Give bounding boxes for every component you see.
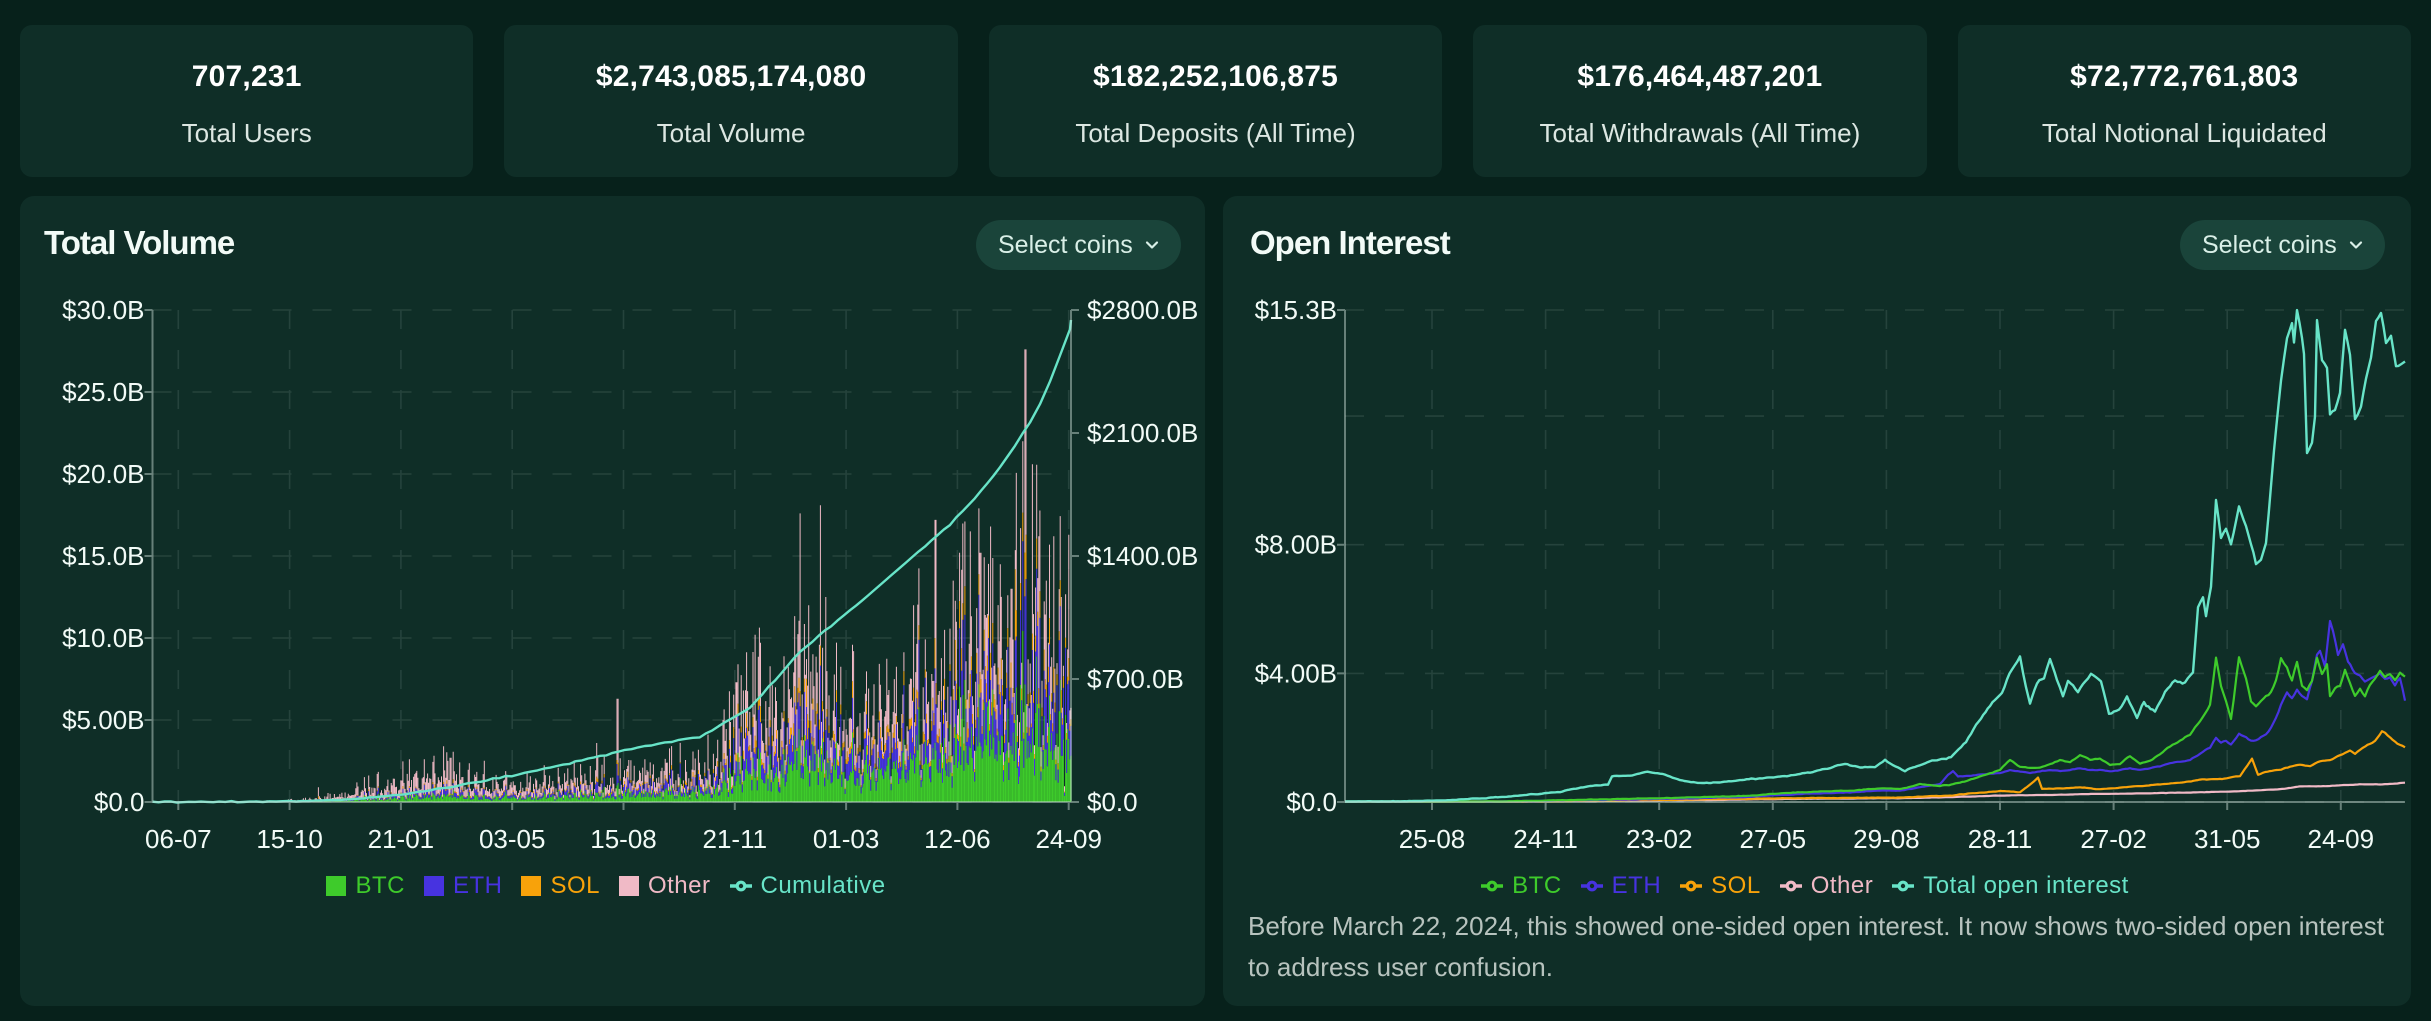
svg-text:$25.0B: $25.0B xyxy=(62,377,144,407)
svg-text:$0.0: $0.0 xyxy=(94,787,145,817)
svg-text:$700.0B: $700.0B xyxy=(1087,664,1184,694)
svg-text:24-09: 24-09 xyxy=(1035,824,1102,854)
svg-text:$15.0B: $15.0B xyxy=(62,541,144,571)
svg-text:21-11: 21-11 xyxy=(703,824,768,854)
svg-text:25-08: 25-08 xyxy=(1399,824,1466,854)
svg-text:$15.3B: $15.3B xyxy=(1255,295,1337,325)
svg-text:$0.0: $0.0 xyxy=(1286,787,1337,817)
svg-text:03-05: 03-05 xyxy=(479,824,546,854)
svg-text:15-10: 15-10 xyxy=(256,824,323,854)
svg-text:24-11: 24-11 xyxy=(1513,824,1578,854)
svg-text:27-05: 27-05 xyxy=(1740,824,1807,854)
svg-text:$30.0B: $30.0B xyxy=(62,295,144,325)
svg-text:06-07: 06-07 xyxy=(145,824,212,854)
svg-text:$5.00B: $5.00B xyxy=(62,705,144,735)
svg-text:15-08: 15-08 xyxy=(590,824,657,854)
svg-text:$20.0B: $20.0B xyxy=(62,459,144,489)
svg-text:$4.00B: $4.00B xyxy=(1255,658,1337,688)
svg-text:12-06: 12-06 xyxy=(924,824,991,854)
svg-text:29-08: 29-08 xyxy=(1853,824,1920,854)
svg-text:$2100.0B: $2100.0B xyxy=(1087,418,1198,448)
svg-text:23-02: 23-02 xyxy=(1626,824,1693,854)
svg-text:28-11: 28-11 xyxy=(1968,824,2033,854)
svg-text:31-05: 31-05 xyxy=(2194,824,2261,854)
svg-text:$2800.0B: $2800.0B xyxy=(1087,295,1198,325)
svg-text:24-09: 24-09 xyxy=(2308,824,2375,854)
svg-text:$0.0: $0.0 xyxy=(1087,787,1138,817)
svg-text:$10.0B: $10.0B xyxy=(62,623,144,653)
svg-text:$1400.0B: $1400.0B xyxy=(1087,541,1198,571)
svg-text:$8.00B: $8.00B xyxy=(1255,530,1337,560)
svg-text:27-02: 27-02 xyxy=(2080,824,2147,854)
svg-text:21-01: 21-01 xyxy=(368,824,435,854)
svg-text:01-03: 01-03 xyxy=(813,824,880,854)
